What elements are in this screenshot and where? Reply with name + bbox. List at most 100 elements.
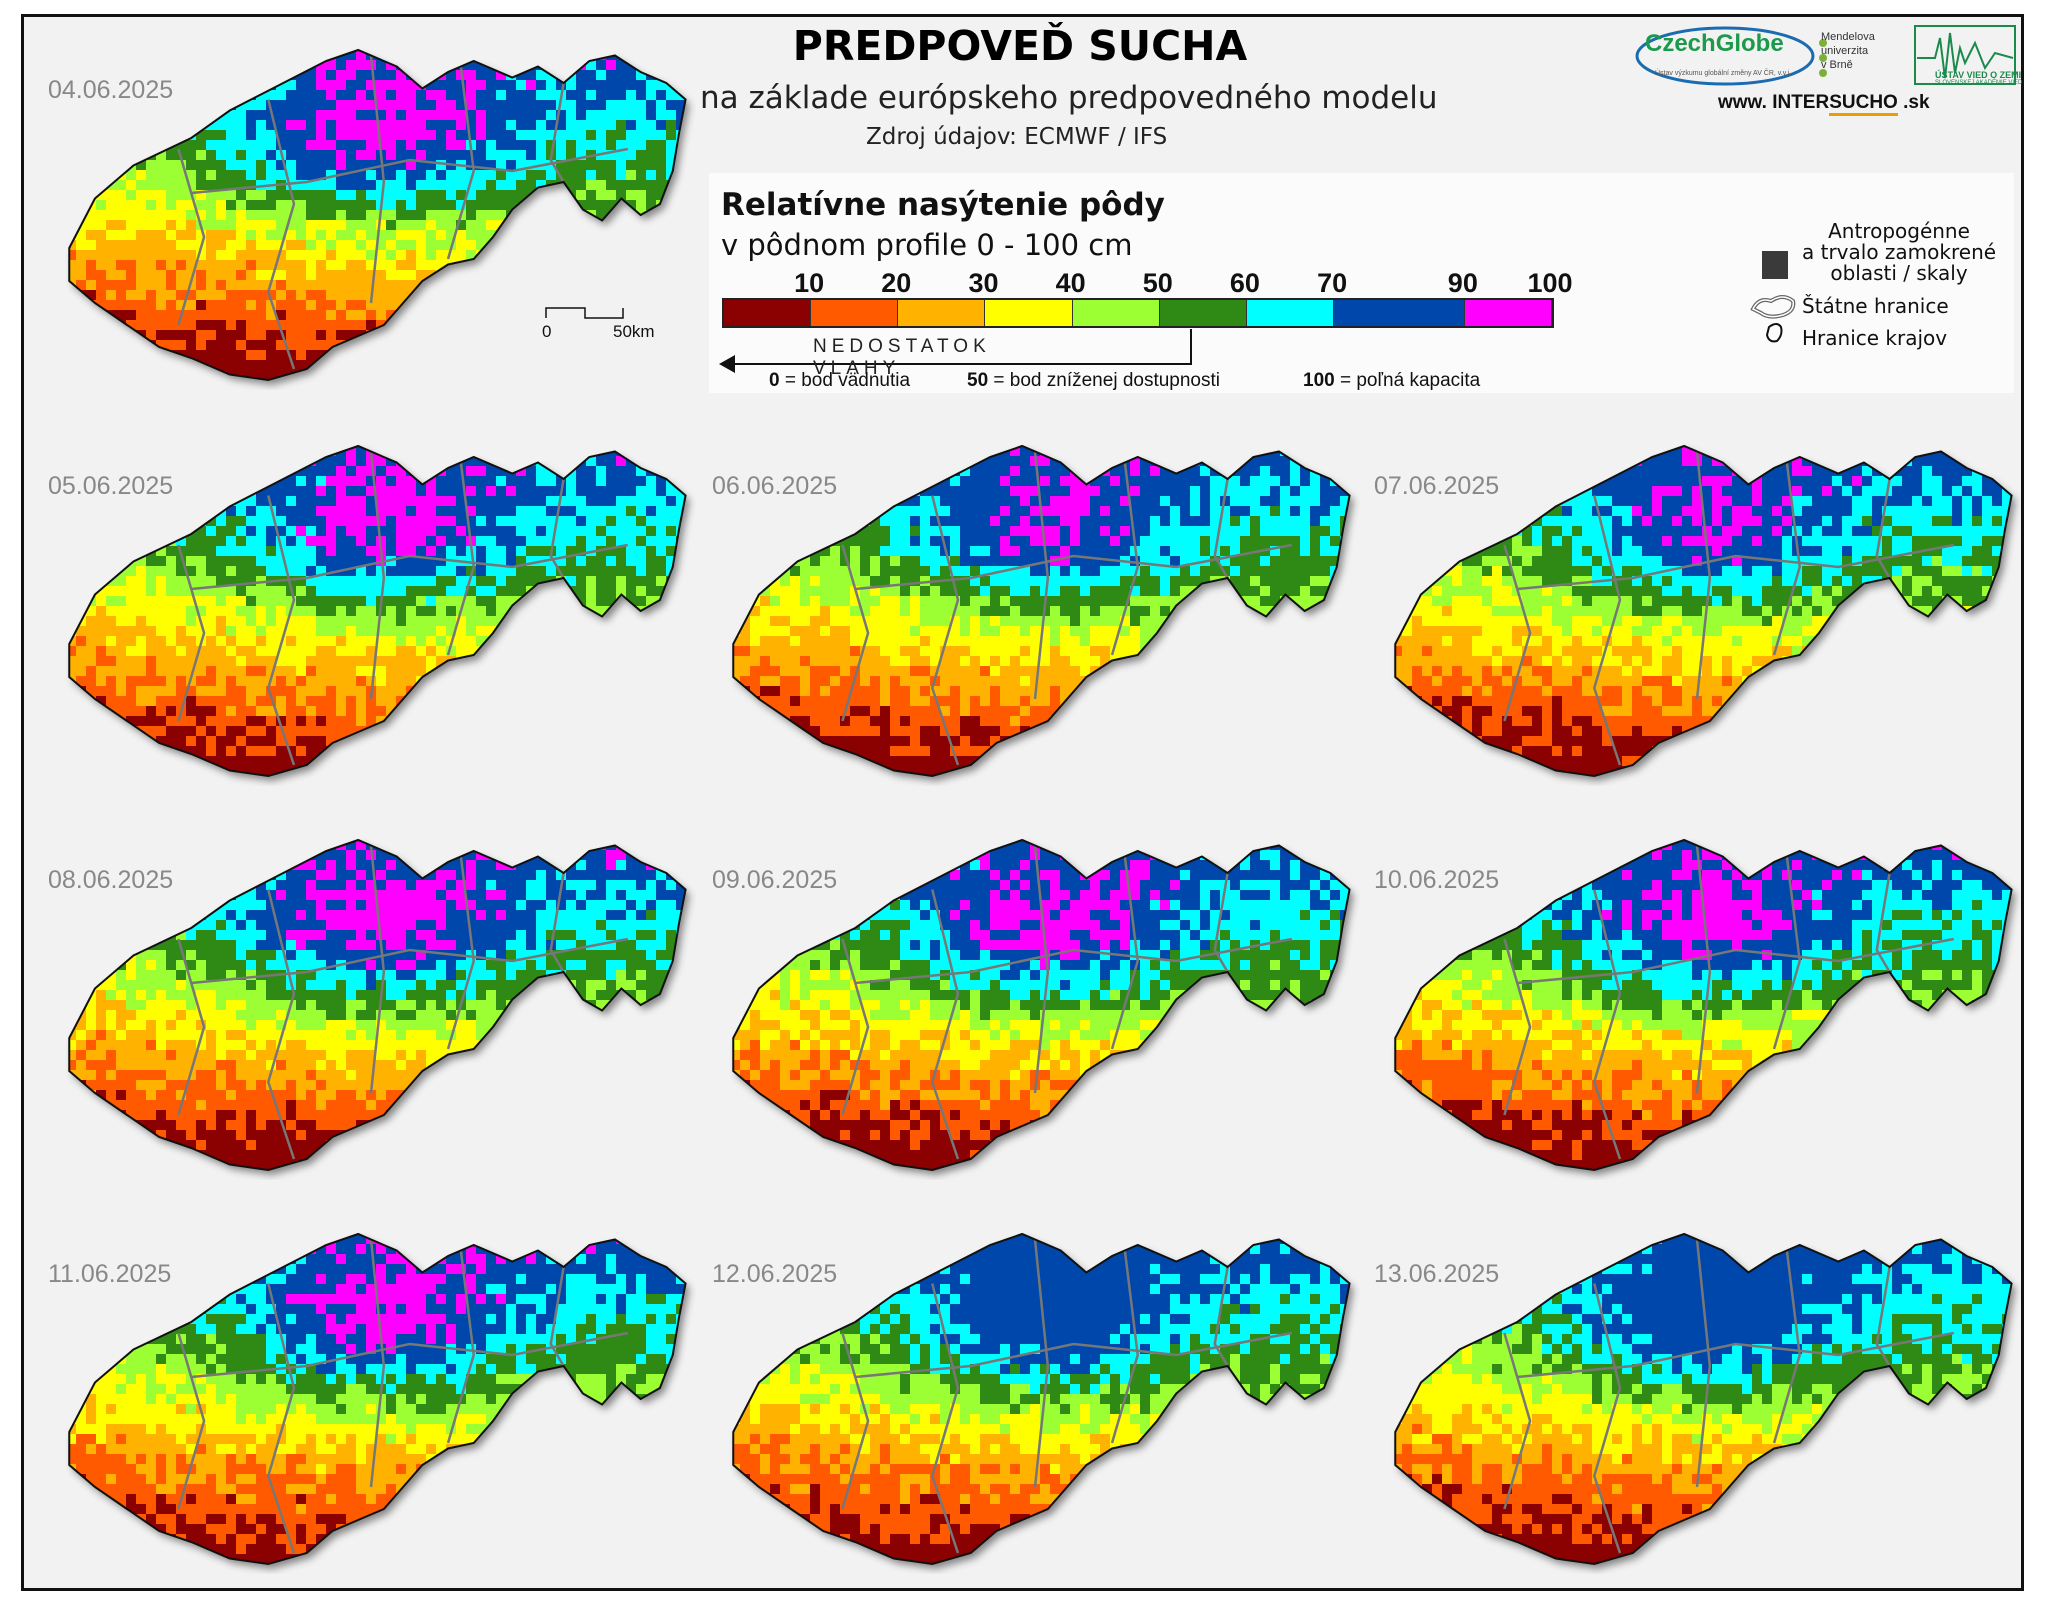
deficit-arrow-icon bbox=[719, 355, 735, 373]
region-border bbox=[369, 1239, 386, 1488]
region-border bbox=[1110, 462, 1139, 656]
legend-tick: 20 bbox=[881, 268, 911, 299]
region-border bbox=[1592, 1283, 1622, 1554]
slovakia-map bbox=[68, 444, 687, 778]
region-border bbox=[1772, 462, 1801, 656]
forecast-map bbox=[710, 1224, 1360, 1574]
legend-class-9 bbox=[1464, 300, 1552, 326]
region-border bbox=[191, 937, 629, 985]
slovakia-map bbox=[732, 1232, 1351, 1566]
region-border bbox=[266, 495, 296, 766]
region-border bbox=[369, 55, 386, 304]
czechglobe-subtext: Ústav výzkumu globální změny AV ČR, v.v.… bbox=[1655, 70, 1791, 77]
region-border-label: Hranice krajov bbox=[1802, 326, 1947, 350]
forecast-map bbox=[1372, 1224, 2022, 1574]
region-border bbox=[930, 495, 960, 766]
region-border bbox=[1213, 478, 1229, 579]
forecast-map bbox=[1372, 830, 2022, 1180]
region-border bbox=[369, 845, 386, 1094]
legend-tick: 10 bbox=[794, 268, 824, 299]
region-border bbox=[1875, 1266, 1891, 1367]
forecast-map bbox=[46, 40, 696, 390]
region-border bbox=[369, 451, 386, 700]
state-border bbox=[68, 1232, 687, 1566]
logo-shapes bbox=[1635, 25, 2016, 86]
region-border bbox=[177, 1332, 206, 1510]
legend-tick: 100 bbox=[1527, 268, 1572, 299]
slovakia-map bbox=[68, 838, 687, 1172]
region-border bbox=[446, 1250, 475, 1444]
map-date-label: 06.06.2025 bbox=[712, 472, 837, 501]
legend-panel: Relatívne nasýtenie pôdy v pôdnom profil… bbox=[709, 173, 2014, 393]
region-border bbox=[855, 937, 1293, 985]
forecast-map bbox=[710, 830, 1360, 1180]
region-border bbox=[266, 99, 296, 370]
data-source: Zdroj údajov: ECMWF / IFS bbox=[866, 124, 1167, 150]
region-border bbox=[549, 872, 565, 973]
slovakia-map bbox=[68, 1232, 687, 1566]
legend-subtitle: v pôdnom profile 0 - 100 cm bbox=[721, 228, 1132, 262]
region-border bbox=[177, 148, 206, 326]
legend-tick: 70 bbox=[1317, 268, 1347, 299]
region-border bbox=[177, 938, 206, 1116]
map-date-label: 04.06.2025 bbox=[48, 76, 173, 105]
forecast-map bbox=[1372, 436, 2022, 786]
state-border bbox=[732, 838, 1351, 1172]
state-border bbox=[1394, 838, 2013, 1172]
region-border bbox=[1592, 889, 1622, 1160]
legend-title: Relatívne nasýtenie pôdy bbox=[721, 187, 1165, 223]
region-border bbox=[1517, 543, 1955, 591]
region-border bbox=[549, 82, 565, 183]
map-date-label: 07.06.2025 bbox=[1374, 472, 1499, 501]
region-border bbox=[841, 544, 870, 722]
state-border bbox=[68, 48, 687, 382]
state-border bbox=[68, 838, 687, 1172]
region-border bbox=[930, 1283, 960, 1554]
region-border bbox=[1517, 937, 1955, 985]
partner-logos: CzechGlobe Ústav výzkumu globální změny … bbox=[1635, 18, 2025, 123]
note-reduced: 50 = bod zníženej dostupnosti bbox=[967, 370, 1220, 392]
region-border bbox=[1875, 872, 1891, 973]
page-title: PREDPOVEĎ SUCHA bbox=[760, 22, 1280, 70]
region-border bbox=[1033, 1239, 1050, 1488]
region-border bbox=[191, 543, 629, 591]
region-border bbox=[1213, 872, 1229, 973]
region-border bbox=[191, 147, 629, 195]
region-border bbox=[1695, 1239, 1712, 1488]
map-date-label: 11.06.2025 bbox=[48, 1260, 171, 1289]
region-border bbox=[177, 544, 206, 722]
region-border bbox=[446, 462, 475, 656]
region-border bbox=[1695, 451, 1712, 700]
website-link[interactable]: www. INTERSUCHO .sk bbox=[1718, 92, 1930, 116]
region-border bbox=[1213, 1266, 1229, 1367]
slovakia-map bbox=[732, 444, 1351, 778]
region-border bbox=[191, 1331, 629, 1379]
deficit-vertical bbox=[1190, 329, 1192, 365]
slovakia-map bbox=[1394, 838, 2013, 1172]
state-border bbox=[732, 1232, 1351, 1566]
map-date-label: 13.06.2025 bbox=[1374, 1260, 1499, 1289]
deficit-label: NEDOSTATOK VLAHY bbox=[813, 336, 1038, 380]
slovakia-map bbox=[68, 48, 687, 382]
map-date-label: 10.06.2025 bbox=[1374, 866, 1499, 895]
legend-class-2 bbox=[811, 300, 899, 326]
page-subtitle: na základe európskeho predpovedného mode… bbox=[700, 80, 1500, 116]
forecast-map bbox=[46, 436, 696, 786]
map-date-label: 08.06.2025 bbox=[48, 866, 173, 895]
region-border bbox=[266, 1283, 296, 1554]
region-border bbox=[1875, 478, 1891, 579]
forecast-map bbox=[46, 1224, 696, 1574]
state-border bbox=[1394, 444, 2013, 778]
state-border-label: Štátne hranice bbox=[1802, 294, 1949, 318]
state-border bbox=[68, 444, 687, 778]
czechglobe-logo: CzechGlobe bbox=[1645, 30, 1784, 58]
region-border bbox=[1695, 845, 1712, 1094]
map-date-label: 09.06.2025 bbox=[712, 866, 837, 895]
ustav-logo-text: ÚSTAV VIED O ZEMI SLOVENSKEJ AKADÉMIE VI… bbox=[1935, 70, 2022, 86]
region-border bbox=[930, 889, 960, 1160]
region-border bbox=[1503, 1332, 1532, 1510]
region-border bbox=[1503, 544, 1532, 722]
scale-bar: 0 50km bbox=[542, 306, 655, 341]
border-icons bbox=[1750, 295, 1796, 343]
legend-tick: 40 bbox=[1056, 268, 1086, 299]
